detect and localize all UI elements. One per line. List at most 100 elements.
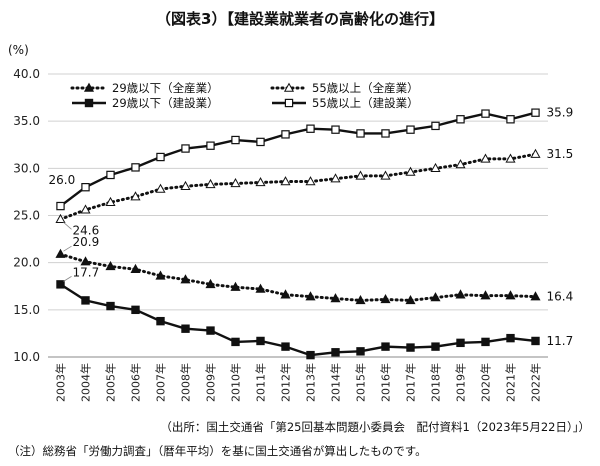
data-point bbox=[205, 178, 216, 189]
y-axis-unit: (%) bbox=[8, 43, 29, 57]
data-label: 26.0 bbox=[49, 173, 76, 187]
data-point bbox=[281, 342, 290, 351]
series-line-1 bbox=[59, 152, 537, 221]
x-tick-label: 2014年 bbox=[329, 363, 343, 402]
x-tick-label: 2007年 bbox=[154, 363, 168, 402]
data-point bbox=[455, 289, 466, 299]
data-point bbox=[531, 108, 540, 117]
x-tick-label: 2011年 bbox=[254, 363, 268, 402]
data-point bbox=[156, 152, 165, 162]
data-point bbox=[255, 283, 266, 293]
x-tick-label: 2016年 bbox=[379, 363, 393, 402]
data-point bbox=[81, 296, 90, 305]
data-point bbox=[530, 291, 541, 301]
x-tick-label: 2006年 bbox=[129, 363, 143, 402]
data-point bbox=[381, 129, 390, 138]
data-point bbox=[355, 294, 366, 305]
data-point bbox=[356, 129, 365, 138]
data-point bbox=[480, 153, 491, 163]
data-point bbox=[430, 292, 441, 302]
x-tick-label: 2017年 bbox=[404, 363, 418, 402]
data-point bbox=[231, 135, 240, 145]
x-tick-label: 2022年 bbox=[529, 363, 543, 402]
data-point bbox=[280, 289, 291, 299]
data-point bbox=[130, 263, 141, 273]
data-point bbox=[55, 213, 66, 223]
x-tick-label: 2008年 bbox=[179, 363, 193, 402]
legend-label: 55歳以上（建設業） bbox=[312, 96, 419, 110]
data-point bbox=[406, 343, 415, 352]
data-point bbox=[206, 326, 215, 335]
data-point bbox=[105, 261, 116, 271]
label-leader-line bbox=[63, 221, 72, 230]
data-label: 17.7 bbox=[73, 265, 100, 279]
data-point bbox=[306, 124, 315, 133]
series-line-0 bbox=[59, 252, 537, 302]
data-point bbox=[306, 350, 315, 360]
legend-label: 29歳以下（全産業） bbox=[112, 81, 219, 95]
data-point bbox=[131, 163, 140, 172]
data-point bbox=[506, 115, 515, 124]
x-tick-label: 2020年 bbox=[479, 363, 493, 402]
data-label: 24.6 bbox=[73, 223, 100, 237]
data-point bbox=[406, 125, 415, 134]
data-point bbox=[256, 336, 265, 346]
data-point bbox=[405, 294, 416, 305]
data-point bbox=[431, 121, 440, 131]
data-point bbox=[105, 196, 116, 206]
data-point bbox=[430, 162, 441, 173]
data-point bbox=[280, 176, 291, 186]
data-point bbox=[455, 159, 466, 169]
data-point bbox=[530, 148, 541, 158]
x-tick-label: 2003年 bbox=[54, 363, 68, 402]
y-tick-label: 30.0 bbox=[13, 161, 40, 175]
data-point bbox=[380, 294, 391, 304]
x-tick-label: 2009年 bbox=[204, 363, 218, 402]
x-tick-label: 2005年 bbox=[104, 363, 118, 402]
data-point bbox=[531, 336, 540, 346]
data-point bbox=[356, 347, 365, 356]
data-point bbox=[180, 180, 191, 190]
data-point bbox=[181, 324, 190, 333]
x-tick-label: 2018年 bbox=[429, 363, 443, 402]
legend-marker bbox=[84, 98, 94, 108]
y-tick-label: 35.0 bbox=[13, 114, 40, 128]
data-point bbox=[81, 183, 90, 192]
legend-label: 29歳以下（建設業） bbox=[112, 96, 219, 110]
data-label: 20.9 bbox=[73, 235, 100, 249]
data-label: 31.5 bbox=[547, 147, 574, 161]
label-leader-line bbox=[63, 245, 72, 252]
data-point bbox=[456, 115, 465, 124]
data-point bbox=[205, 278, 216, 289]
data-point bbox=[106, 301, 115, 311]
data-point bbox=[281, 130, 290, 139]
data-point bbox=[456, 338, 465, 348]
source-note: （出所：国土交通省「第25回基本問題小委員会 配付資料1（2023年5月22日）… bbox=[160, 420, 590, 434]
x-tick-label: 2015年 bbox=[354, 363, 368, 402]
data-point bbox=[206, 141, 215, 150]
data-point bbox=[330, 173, 341, 183]
legend-marker bbox=[284, 98, 294, 108]
data-point bbox=[155, 183, 166, 193]
data-point bbox=[480, 290, 491, 300]
data-point bbox=[55, 248, 66, 258]
data-point bbox=[381, 342, 390, 351]
data-point bbox=[156, 316, 165, 326]
y-tick-label: 25.0 bbox=[13, 209, 40, 223]
x-tick-label: 2010年 bbox=[229, 363, 243, 402]
x-tick-label: 2021年 bbox=[504, 363, 518, 402]
data-point bbox=[155, 270, 166, 280]
data-point bbox=[230, 281, 241, 291]
data-point bbox=[130, 191, 141, 201]
data-point bbox=[405, 166, 416, 176]
data-point bbox=[331, 125, 340, 134]
x-tick-label: 2012年 bbox=[279, 363, 293, 402]
x-tick-label: 2019年 bbox=[454, 363, 468, 402]
legend-marker bbox=[283, 82, 295, 92]
data-point bbox=[180, 274, 191, 284]
data-point bbox=[431, 342, 440, 351]
data-label: 11.7 bbox=[547, 334, 574, 348]
data-point bbox=[481, 109, 490, 118]
y-tick-label: 15.0 bbox=[13, 303, 40, 317]
